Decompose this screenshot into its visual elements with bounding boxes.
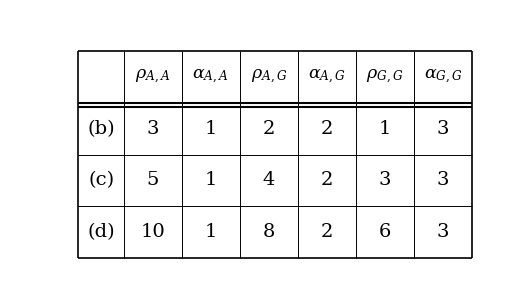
Bar: [78, 155, 124, 206]
Text: 1: 1: [379, 120, 391, 138]
Text: 2: 2: [321, 120, 333, 138]
Bar: [78, 206, 124, 258]
Bar: [356, 51, 414, 103]
Text: 2: 2: [263, 120, 275, 138]
Text: 4: 4: [263, 171, 275, 189]
Bar: [78, 51, 124, 103]
Bar: [240, 206, 298, 258]
Bar: [240, 103, 298, 155]
Bar: [182, 206, 240, 258]
Bar: [414, 51, 472, 103]
Text: 3: 3: [437, 223, 449, 241]
Bar: [182, 51, 240, 103]
Text: 3: 3: [379, 171, 391, 189]
Text: 3: 3: [437, 120, 449, 138]
Text: (d): (d): [87, 223, 115, 241]
Text: 6: 6: [379, 223, 391, 241]
Bar: [240, 51, 298, 103]
Text: (c): (c): [88, 171, 114, 189]
Bar: [356, 155, 414, 206]
Bar: [182, 103, 240, 155]
Text: 1: 1: [205, 120, 217, 138]
Bar: [124, 206, 182, 258]
Text: $\alpha_{A,A}$: $\alpha_{A,A}$: [193, 68, 229, 86]
Bar: [78, 103, 124, 155]
Text: 5: 5: [147, 171, 159, 189]
Bar: [298, 155, 356, 206]
Bar: [414, 103, 472, 155]
Bar: [414, 155, 472, 206]
Text: $\rho_{A,A}$: $\rho_{A,A}$: [135, 68, 170, 86]
Bar: [356, 206, 414, 258]
Text: 8: 8: [263, 223, 275, 241]
Bar: [124, 155, 182, 206]
Text: 2: 2: [321, 171, 333, 189]
Text: $\rho_{A,G}$: $\rho_{A,G}$: [251, 68, 287, 86]
Text: 10: 10: [141, 223, 165, 241]
Bar: [356, 103, 414, 155]
Text: 3: 3: [147, 120, 159, 138]
Bar: [124, 51, 182, 103]
Bar: [182, 155, 240, 206]
Text: 2: 2: [321, 223, 333, 241]
Text: $\alpha_{A,G}$: $\alpha_{A,G}$: [308, 68, 346, 86]
Text: $\alpha_{G,G}$: $\alpha_{G,G}$: [424, 68, 462, 86]
Text: 1: 1: [205, 171, 217, 189]
Text: (b): (b): [87, 120, 115, 138]
Bar: [124, 103, 182, 155]
Text: 3: 3: [437, 171, 449, 189]
Bar: [298, 51, 356, 103]
Bar: [298, 103, 356, 155]
Bar: [240, 155, 298, 206]
Text: 1: 1: [205, 223, 217, 241]
Bar: [414, 206, 472, 258]
Text: $\rho_{G,G}$: $\rho_{G,G}$: [366, 68, 404, 86]
Bar: [298, 206, 356, 258]
